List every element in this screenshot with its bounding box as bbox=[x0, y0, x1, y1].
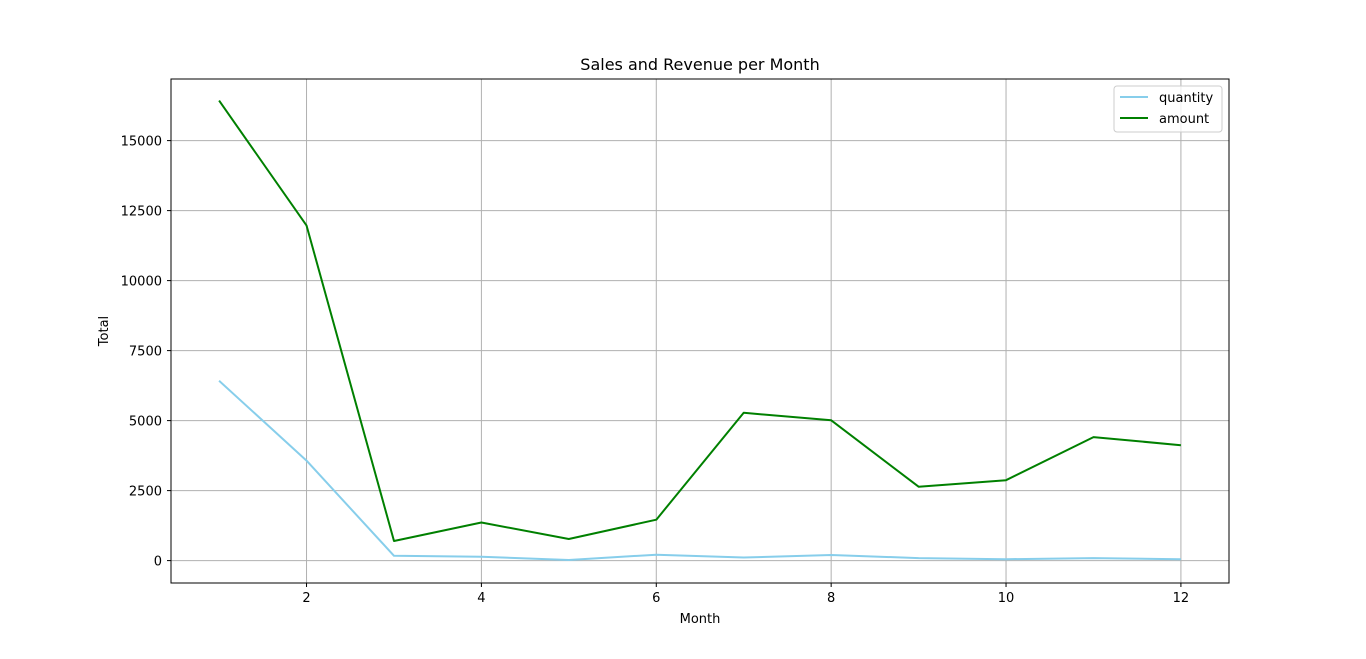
axis-ticks: 2 4 6 8 10 12 0 2500 5000 7500 10000 12500 15000 bbox=[121, 135, 1190, 606]
x-tick-label: 8 bbox=[827, 591, 835, 606]
y-tick-label: 0 bbox=[154, 555, 162, 570]
y-tick-label: 12500 bbox=[121, 205, 162, 220]
y-tick-label: 5000 bbox=[129, 415, 162, 430]
series-line-quantity bbox=[218, 380, 1181, 561]
x-tick-label: 2 bbox=[302, 591, 310, 606]
legend: quantity amount bbox=[1113, 85, 1223, 133]
x-axis-label: Month bbox=[680, 612, 721, 627]
y-tick-label: 15000 bbox=[121, 135, 162, 150]
series-line-amount bbox=[218, 100, 1181, 542]
y-tick-label: 7500 bbox=[129, 345, 162, 360]
x-tick-label: 4 bbox=[477, 591, 485, 606]
x-tick-label: 12 bbox=[1173, 591, 1190, 606]
legend-label-amount: amount bbox=[1159, 112, 1209, 127]
y-tick-label: 2500 bbox=[129, 485, 162, 500]
x-tick-label: 6 bbox=[652, 591, 660, 606]
y-axis-label: Total bbox=[97, 316, 112, 347]
x-tick-label: 10 bbox=[998, 591, 1015, 606]
series-lines bbox=[218, 100, 1181, 561]
legend-label-quantity: quantity bbox=[1159, 91, 1214, 106]
chart-title: Sales and Revenue per Month bbox=[580, 55, 819, 74]
y-tick-label: 10000 bbox=[121, 275, 162, 290]
grid bbox=[171, 79, 1229, 583]
plot-frame bbox=[170, 78, 1230, 584]
